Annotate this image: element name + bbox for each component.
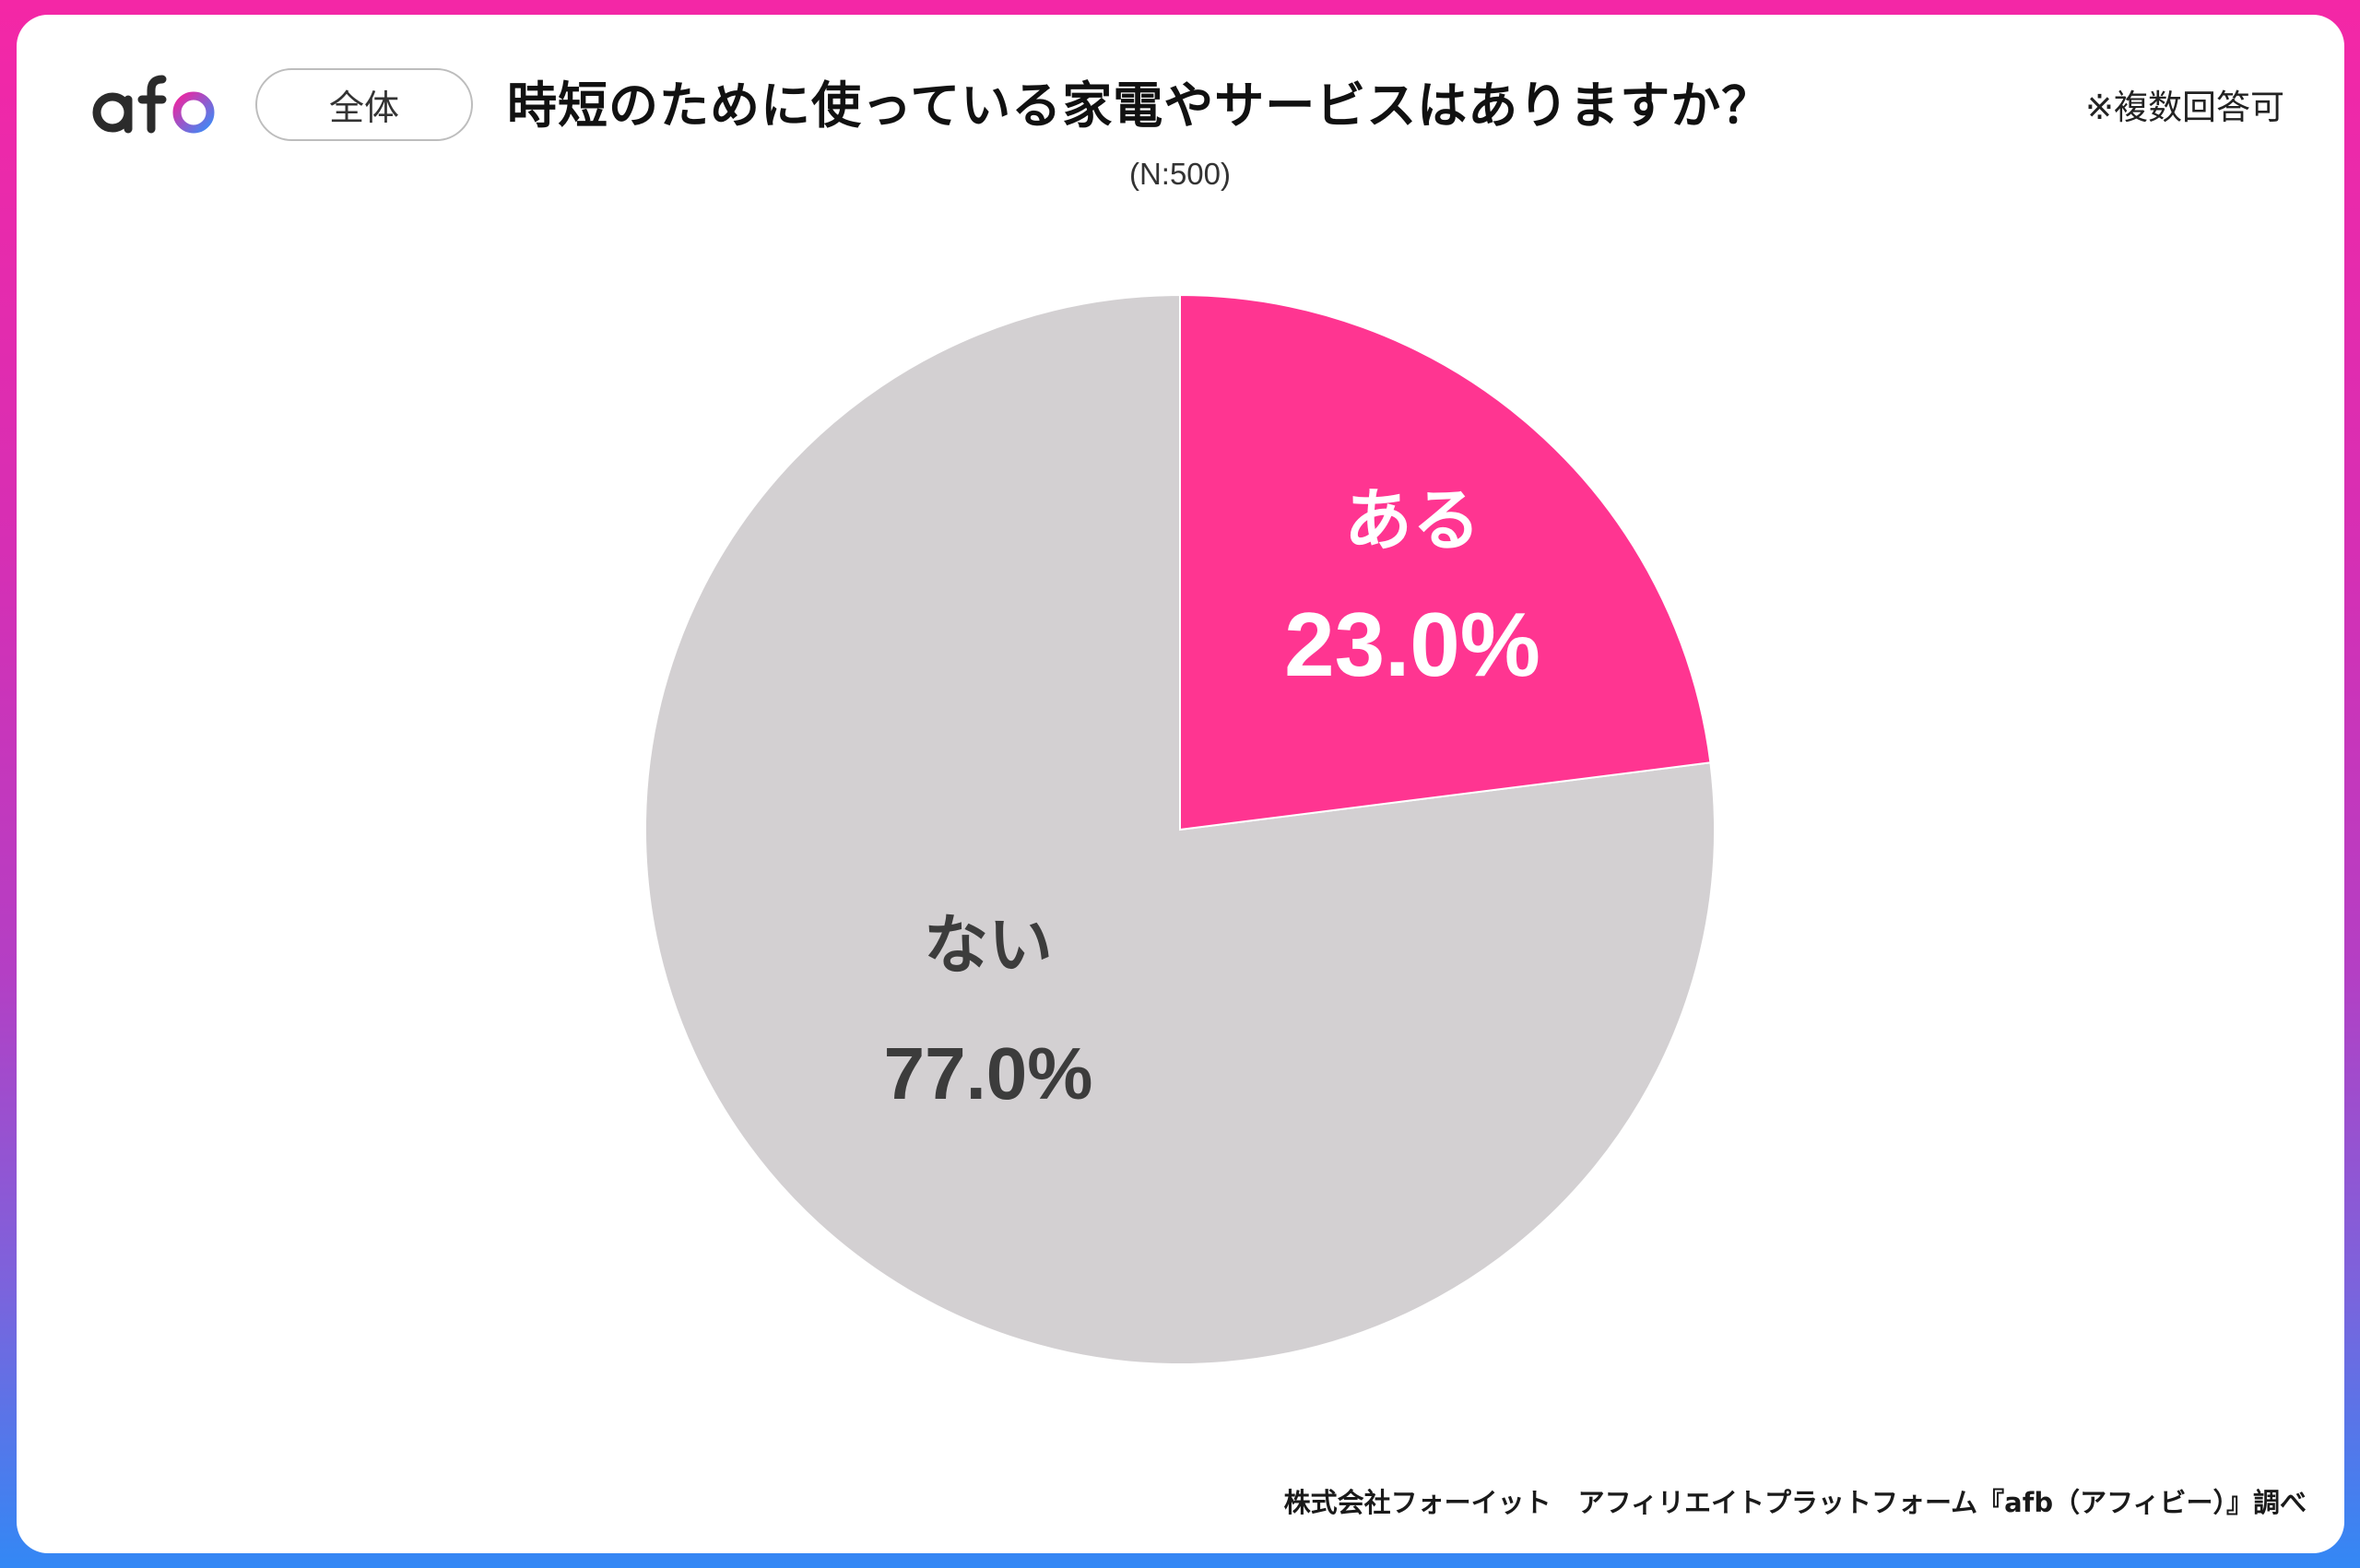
segment-pill-label: 全体 — [328, 88, 399, 128]
pie-slice-yes — [1179, 293, 1712, 831]
afb-logo — [92, 69, 215, 134]
slice-no-percent: 77.0% — [883, 1032, 1093, 1114]
segment-pill[interactable]: 全体 — [255, 68, 473, 141]
slice-label-no: ない 77.0% — [850, 903, 1127, 1125]
slice-yes-percent: 23.0% — [1284, 594, 1540, 695]
multiple-answers-note: ※複数回答可 — [2085, 88, 2285, 127]
sample-size: (N:500) — [1128, 157, 1232, 191]
slice-yes-category: ある — [1344, 481, 1481, 560]
chart-title: 時短のために使っている家電やサービスはありますか？ — [507, 77, 1773, 135]
slice-label-yes: ある 23.0% — [1274, 479, 1551, 695]
slice-no-category: ない — [924, 907, 1053, 983]
source-credit: 株式会社フォーイット アフィリエイトプラットフォーム『afb（アフィビー）』調べ — [1283, 1487, 2307, 1518]
